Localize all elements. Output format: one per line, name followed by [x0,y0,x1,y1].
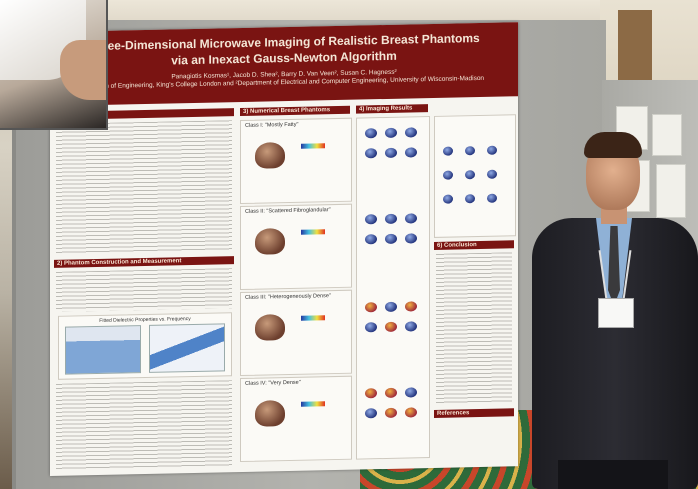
phantom-render [255,400,285,427]
section-references: References [434,408,514,418]
phantom-render [255,228,285,255]
result-image [405,387,417,398]
results-grid [356,116,430,460]
result-image [365,302,377,313]
result-image [385,147,397,158]
colorbar [301,143,325,149]
comparison-grid [434,114,516,238]
result-image [385,321,397,332]
result-image [487,169,497,179]
text-block [56,268,232,312]
result-image [443,170,453,180]
result-image [405,147,417,158]
name-badge [598,298,634,328]
section-phantoms: 3) Numerical Breast Phantoms [240,105,350,117]
class-label: Class II: "Scattered Fibroglandular" [245,207,331,215]
phantom-render [255,142,285,169]
result-image [365,148,377,159]
result-image [385,213,397,224]
class-panel-2: Class II: "Scattered Fibroglandular" [240,203,352,291]
result-image [465,146,475,156]
result-image [405,321,417,332]
hair [584,132,642,158]
result-image [405,213,417,224]
result-image [465,194,475,204]
poster-authors: Panagiotis Kosmas¹, Jacob D. Shea², Barr… [58,66,510,91]
class-panel-1: Class I: "Mostly Fatty" [240,117,352,205]
result-image [443,146,453,156]
pillar [618,10,652,90]
result-image [385,127,397,138]
class-label: Class III: "Heterogeneously Dense" [245,293,331,301]
class-panel-3: Class III: "Heterogeneously Dense" [240,289,352,377]
trousers [558,460,668,489]
result-image [365,388,377,399]
result-image [487,193,497,203]
inset-hand [60,40,106,100]
result-image [365,128,377,139]
presenter [526,130,698,489]
result-image [365,214,377,225]
text-block [436,252,512,404]
result-image [365,234,377,245]
text-block [56,120,232,254]
result-image [405,127,417,138]
result-image [365,322,377,333]
result-image [385,301,397,312]
result-image [405,407,417,418]
class-label: Class IV: "Very Dense" [245,379,301,387]
poster-header: Three-Dimensional Microwave Imaging of R… [50,22,518,106]
result-image [385,387,397,398]
text-block [56,380,232,470]
section-conclusion: 6) Conclusion [434,240,514,250]
result-image [405,301,417,312]
adjacent-poster-sheet [656,164,686,218]
plot-left [65,325,141,375]
result-image [385,233,397,244]
adjacent-poster-sheet [652,114,682,156]
phantom-render [255,314,285,341]
result-image [405,233,417,244]
colorbar [301,401,325,407]
section-results: 4) Imaging Results [356,104,428,114]
result-image [465,170,475,180]
necktie [608,226,620,306]
result-image [385,407,397,418]
result-image [487,145,497,155]
plot-panel: Fitted Dielectric Properties vs. Frequen… [58,312,232,380]
result-image [365,408,377,419]
colorbar [301,229,325,235]
class-panel-4: Class IV: "Very Dense" [240,375,352,463]
research-poster: Three-Dimensional Microwave Imaging of R… [50,22,518,476]
result-image [443,194,453,204]
class-label: Class I: "Mostly Fatty" [245,121,299,129]
section-construction: 2) Phantom Construction and Measurement [54,256,234,268]
inset-photo [0,0,108,130]
colorbar [301,315,325,321]
plot-right [149,323,225,373]
